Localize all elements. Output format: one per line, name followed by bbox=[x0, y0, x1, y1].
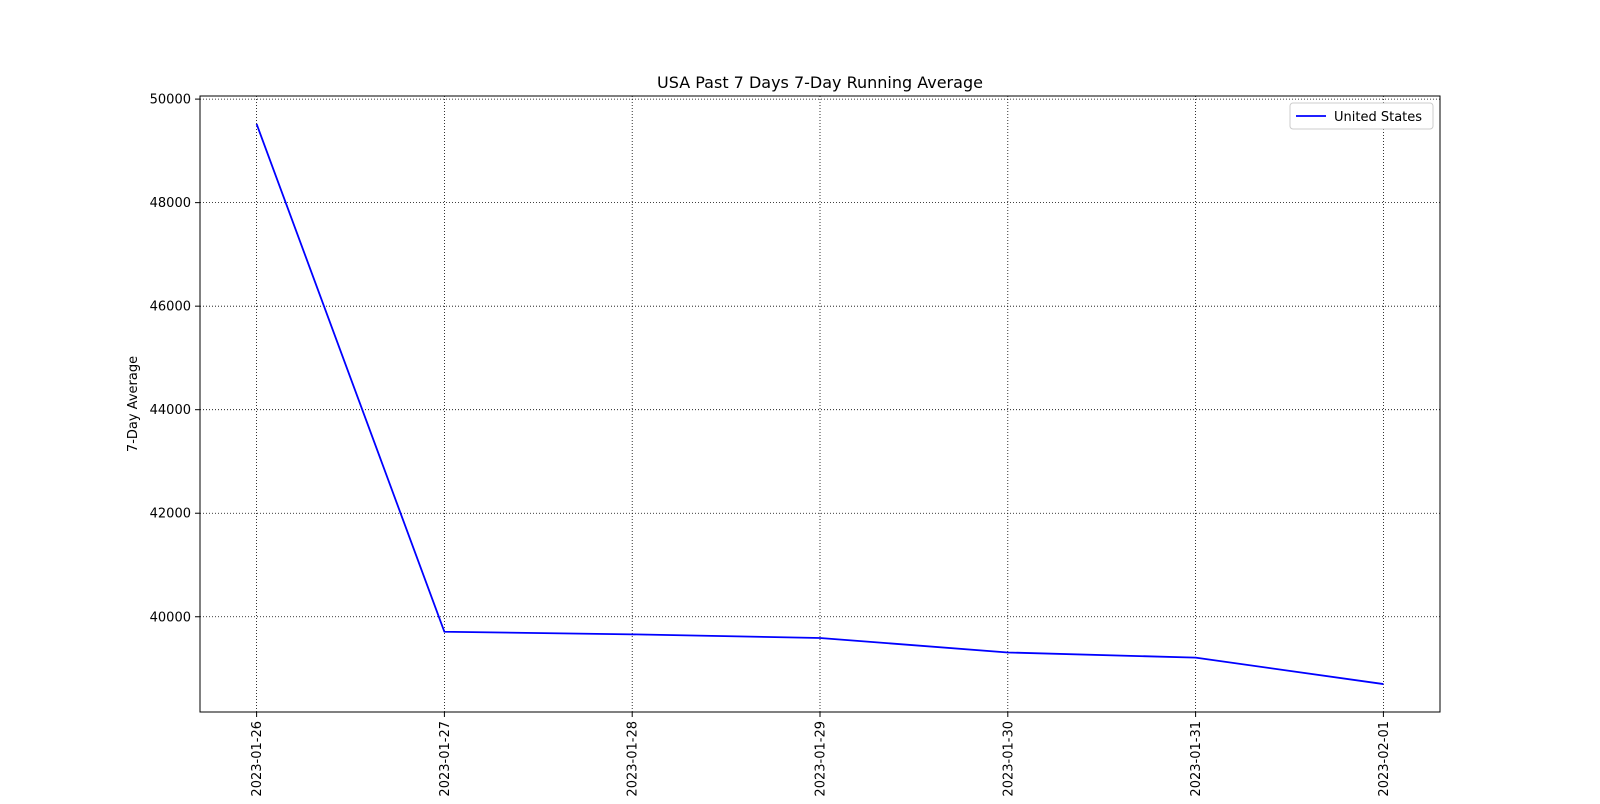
x-tick-label: 2023-02-01 bbox=[1377, 721, 1392, 797]
y-tick-label: 50000 bbox=[150, 93, 191, 108]
y-tick-label: 46000 bbox=[150, 300, 191, 315]
x-tick-label: 2023-01-27 bbox=[438, 721, 453, 797]
legend-label: United States bbox=[1334, 110, 1422, 125]
legend: United States bbox=[1290, 103, 1433, 129]
x-tick-label: 2023-01-28 bbox=[626, 721, 641, 797]
x-tick-label: 2023-01-29 bbox=[814, 721, 829, 797]
y-axis-label: 7-Day Average bbox=[126, 356, 141, 452]
y-tick-label: 40000 bbox=[150, 610, 191, 625]
chart-title: USA Past 7 Days 7-Day Running Average bbox=[657, 73, 983, 92]
x-tick-label: 2023-01-31 bbox=[1189, 721, 1204, 797]
y-tick-label: 44000 bbox=[150, 403, 191, 418]
x-tick-label: 2023-01-26 bbox=[250, 721, 265, 797]
y-tick-label: 42000 bbox=[150, 507, 191, 522]
x-tick-label: 2023-01-30 bbox=[1001, 721, 1016, 797]
y-tick-label: 48000 bbox=[150, 196, 191, 211]
